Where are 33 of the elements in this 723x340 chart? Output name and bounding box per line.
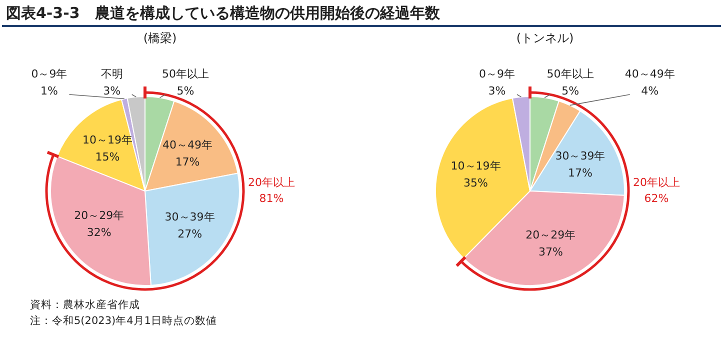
- slice-label: 50年以上: [162, 67, 209, 80]
- text: 20年以上 62%: [633, 176, 680, 205]
- slice-label: 50年以上: [546, 67, 594, 80]
- data-label: 3%: [103, 84, 121, 98]
- slice-label: 40～49年: [162, 138, 213, 152]
- data-label: 15%: [95, 150, 120, 164]
- data-label: 35%: [464, 176, 488, 190]
- slice-label: 20～29年: [526, 228, 576, 242]
- text: 20年以上 81%: [248, 176, 295, 205]
- chart-subtitle: (橋梁): [142, 30, 178, 47]
- slice-label: 10～19年: [82, 133, 133, 146]
- data-label: 5%: [176, 84, 194, 98]
- slice-label: 30～39年: [555, 150, 606, 163]
- data-label: 37%: [538, 246, 563, 259]
- chart-subtitle: (トンネル): [515, 30, 575, 47]
- data-label: 17%: [175, 155, 200, 168]
- data-label: 4%: [641, 84, 659, 98]
- data-label: 27%: [178, 228, 202, 241]
- data-label: 5%: [562, 84, 580, 98]
- text: 資料：農林水産省作成: [30, 298, 140, 312]
- slice-label: 不明: [100, 67, 123, 80]
- slice-label: 10～19年: [450, 159, 501, 172]
- slice-label: 20～29年: [74, 209, 124, 222]
- data-label: 3%: [488, 84, 506, 98]
- text: 注：令和5(2023)年4月1日時点の数値: [30, 314, 217, 328]
- chart-title: 図表4-3-3 農道を構成している構造物の供用開始後の経過年数: [2, 2, 721, 27]
- data-label: 1%: [40, 84, 58, 98]
- slice-label: 30～39年: [164, 210, 215, 224]
- slice-label: 0～9年: [478, 67, 515, 80]
- slice-label: 40～49年: [624, 67, 675, 80]
- data-label: 32%: [86, 226, 112, 240]
- slice-label: 0～9年: [31, 67, 68, 80]
- data-label: 17%: [568, 166, 592, 180]
